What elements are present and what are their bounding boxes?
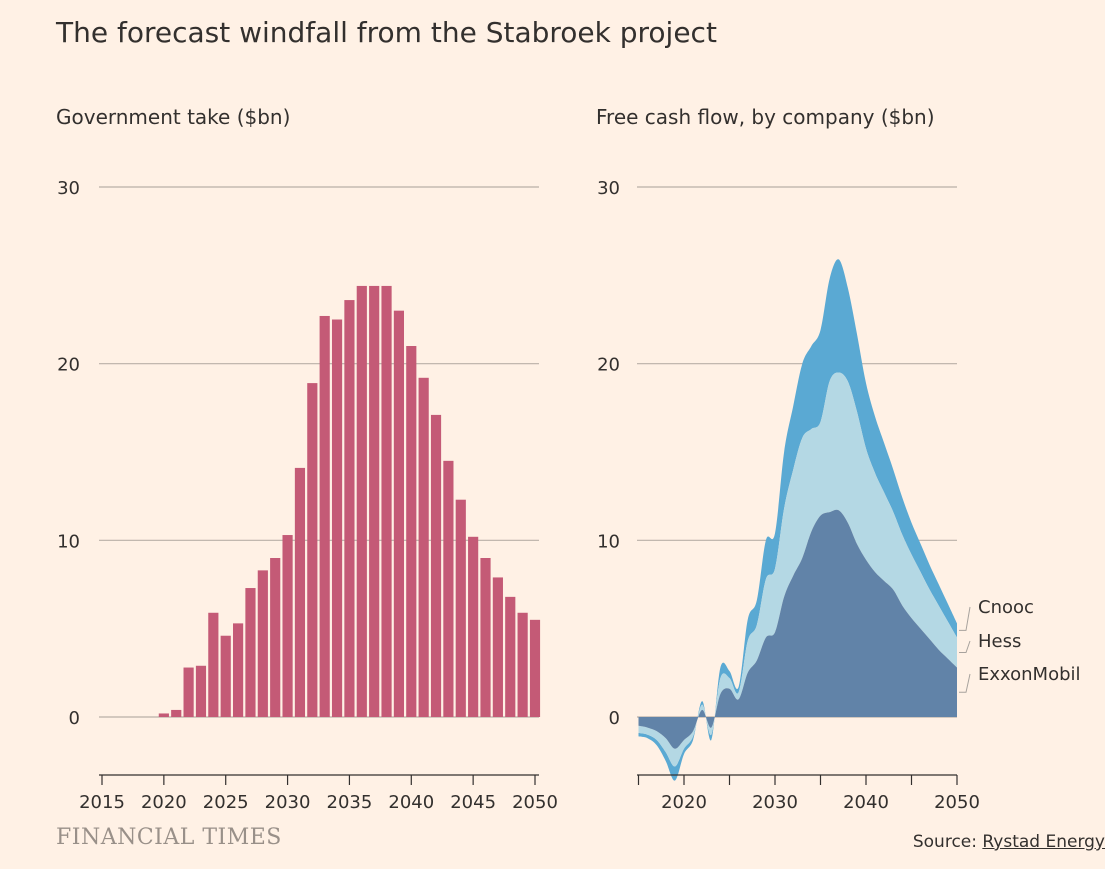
bar-2022 bbox=[183, 667, 194, 717]
left-ytick-label: 0 bbox=[69, 708, 80, 729]
right-xtick-label: 2050 bbox=[934, 792, 980, 813]
right-ytick-label: 30 bbox=[597, 178, 620, 199]
legend-label-exxonmobil: ExxonMobil bbox=[978, 664, 1081, 685]
bar-2037 bbox=[369, 285, 380, 717]
bar-2029 bbox=[270, 558, 281, 717]
bar-2041 bbox=[418, 377, 429, 717]
bar-2021 bbox=[171, 709, 182, 717]
left-xtick-label: 2035 bbox=[327, 792, 373, 813]
bar-2026 bbox=[233, 623, 244, 717]
left-ytick-label: 30 bbox=[57, 178, 80, 199]
bar-2030 bbox=[282, 535, 293, 717]
right-ytick-label: 20 bbox=[597, 355, 620, 376]
legend-label-hess: Hess bbox=[978, 631, 1021, 652]
left-subtitle: Government take ($bn) bbox=[56, 105, 290, 129]
left-ytick-label: 20 bbox=[57, 355, 80, 376]
right-ytick-label: 0 bbox=[609, 708, 620, 729]
legend-label-cnooc: Cnooc bbox=[978, 597, 1034, 618]
bar-2050 bbox=[529, 619, 541, 717]
left-xtick-label: 2045 bbox=[450, 792, 496, 813]
bar-2031 bbox=[294, 467, 306, 717]
right-xtick-label: 2020 bbox=[661, 792, 707, 813]
bar-2042 bbox=[430, 414, 442, 717]
bar-2045 bbox=[468, 536, 479, 717]
left-xtick-label: 2015 bbox=[79, 792, 125, 813]
area-exxonmobil bbox=[638, 509, 957, 749]
bar-2024 bbox=[208, 612, 219, 717]
source-note: Source: Rystad Energy bbox=[913, 832, 1105, 852]
bar-2036 bbox=[356, 285, 367, 717]
left-xtick-label: 2040 bbox=[388, 792, 434, 813]
left-ytick-label: 10 bbox=[57, 531, 80, 552]
bar-2044 bbox=[455, 499, 466, 717]
bar-2025 bbox=[220, 635, 231, 717]
legend-leader-exxonmobil bbox=[959, 673, 971, 693]
bar-2043 bbox=[443, 460, 454, 717]
right-xtick-label: 2030 bbox=[752, 792, 798, 813]
bar-2038 bbox=[381, 285, 392, 717]
free-cash-flow-chart: Free cash flow, by company ($bn)0102030E… bbox=[596, 105, 1081, 813]
bar-2046 bbox=[480, 558, 491, 717]
source-prefix: Source: bbox=[912, 832, 983, 852]
bar-2033 bbox=[319, 315, 330, 717]
bar-2035 bbox=[344, 300, 355, 717]
source-link[interactable]: Rystad Energy bbox=[982, 832, 1105, 852]
bar-2040 bbox=[406, 346, 417, 717]
bar-2048 bbox=[505, 596, 516, 717]
bar-2028 bbox=[257, 570, 268, 717]
right-xtick-label: 2040 bbox=[843, 792, 889, 813]
left-xtick-label: 2025 bbox=[203, 792, 249, 813]
right-ytick-label: 10 bbox=[597, 531, 620, 552]
area-hess bbox=[638, 372, 957, 767]
right-subtitle: Free cash flow, by company ($bn) bbox=[596, 105, 935, 129]
chart-title: The forecast windfall from the Stabroek … bbox=[56, 16, 717, 49]
left-xtick-label: 2030 bbox=[265, 792, 311, 813]
bar-2049 bbox=[517, 612, 528, 717]
bar-2020 bbox=[158, 713, 169, 717]
bar-2039 bbox=[393, 310, 404, 717]
bar-2032 bbox=[307, 383, 318, 717]
bar-2027 bbox=[245, 588, 256, 717]
ft-brand-logo: FINANCIAL TIMES bbox=[56, 825, 282, 850]
legend-leader-hess bbox=[959, 640, 971, 653]
left-xtick-label: 2050 bbox=[512, 792, 558, 813]
bar-2034 bbox=[331, 319, 343, 717]
left-xtick-label: 2020 bbox=[141, 792, 187, 813]
legend-leader-cnooc bbox=[959, 606, 971, 631]
bar-2047 bbox=[492, 577, 503, 717]
bar-2023 bbox=[195, 665, 207, 717]
